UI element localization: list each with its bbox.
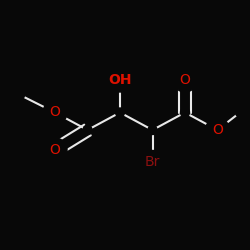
Circle shape [173,68,197,92]
Circle shape [83,126,92,134]
Circle shape [206,118,230,142]
Circle shape [108,68,132,92]
Text: O: O [50,106,60,120]
Circle shape [236,108,244,117]
Circle shape [148,126,157,134]
Circle shape [43,138,67,162]
Text: OH: OH [108,73,132,87]
Circle shape [140,150,164,174]
Text: O: O [180,73,190,87]
Text: O: O [50,143,60,157]
Circle shape [180,108,190,117]
Text: O: O [212,123,223,137]
Circle shape [116,108,124,117]
Circle shape [16,90,24,100]
Text: Br: Br [145,156,160,170]
Circle shape [43,100,67,124]
